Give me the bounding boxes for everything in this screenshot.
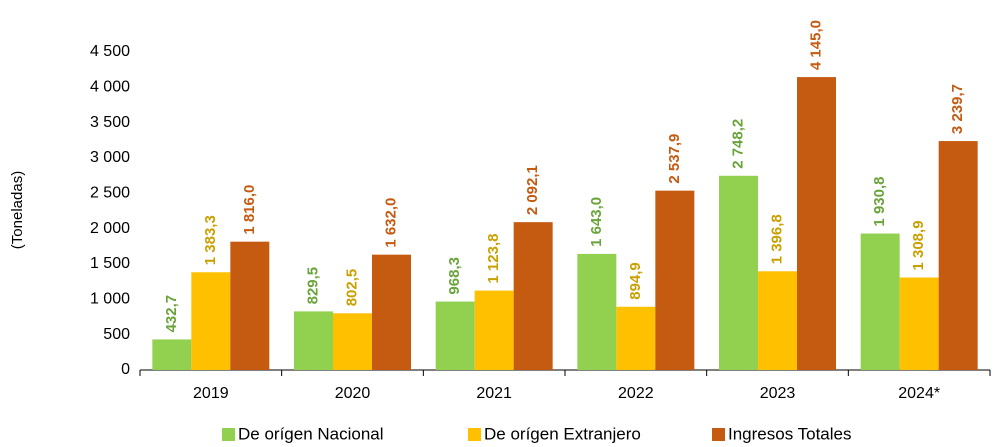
bar: [797, 77, 836, 370]
bar: [513, 222, 553, 370]
bar: [616, 306, 656, 370]
x-tick-label: 2022: [618, 385, 654, 402]
value-label: 802,5: [343, 269, 360, 307]
value-label: 1 643,0: [588, 197, 605, 247]
x-tick-label: 2019: [193, 385, 229, 402]
x-tick-label: 2024*: [898, 385, 940, 402]
bar: [758, 271, 797, 370]
bar: [719, 175, 758, 370]
bar: [333, 313, 372, 370]
value-label: 1 396,8: [768, 214, 785, 264]
legend-label: De orígen Nacional: [238, 424, 384, 443]
x-tick-label: 2023: [760, 385, 796, 402]
legend-label: Ingresos Totales: [728, 424, 851, 443]
y-tick-label: 1 500: [90, 255, 130, 272]
bar: [435, 301, 475, 370]
y-tick-label: 3 000: [90, 149, 130, 166]
bar: [655, 190, 695, 370]
legend-swatch: [222, 428, 235, 441]
bar: [860, 233, 900, 370]
value-label: 4 145,0: [807, 20, 824, 70]
value-label: 432,7: [163, 295, 180, 333]
value-label: 1 308,9: [910, 220, 927, 270]
value-label: 968,3: [446, 257, 463, 295]
y-tick-label: 2 500: [90, 185, 130, 202]
value-label: 1 930,8: [871, 177, 888, 227]
bar: [152, 339, 192, 370]
legend-swatch: [712, 428, 725, 441]
y-tick-label: 1 000: [90, 291, 130, 308]
y-axis-label: (Toneladas): [9, 171, 26, 249]
bar: [577, 253, 617, 370]
x-tick-label: 2020: [335, 385, 371, 402]
bar: [899, 277, 939, 370]
y-tick-label: 500: [103, 326, 130, 343]
value-label: 1 632,0: [382, 198, 399, 248]
legend-label: De orígen Extranjero: [484, 424, 641, 443]
y-tick-label: 2 000: [90, 220, 130, 237]
value-label: 2 092,1: [524, 165, 541, 215]
legend-swatch: [468, 428, 481, 441]
value-label: 1 816,0: [241, 185, 258, 235]
bar: [938, 141, 978, 370]
y-tick-label: 3 500: [90, 114, 130, 131]
x-tick-label: 2021: [476, 385, 512, 402]
bar: [372, 254, 411, 370]
value-label: 2 537,9: [666, 134, 683, 184]
bar: [191, 272, 231, 370]
y-tick-label: 0: [121, 361, 130, 378]
value-label: 2 748,2: [729, 119, 746, 169]
y-tick-label: 4 000: [90, 79, 130, 96]
value-label: 1 383,3: [202, 215, 219, 265]
value-label: 1 123,8: [485, 234, 502, 284]
bar: [294, 311, 333, 370]
bar: [230, 241, 270, 370]
y-tick-label: 4 500: [90, 43, 130, 60]
bar: [474, 290, 514, 370]
value-label: 3 239,7: [949, 84, 966, 134]
value-label: 894,9: [627, 262, 644, 300]
value-label: 829,5: [304, 267, 321, 305]
